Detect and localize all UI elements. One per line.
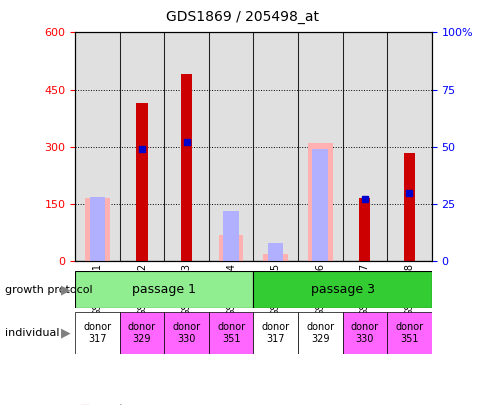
Bar <box>181 75 192 261</box>
Text: donor
317: donor 317 <box>83 322 111 344</box>
Text: donor
330: donor 330 <box>172 322 200 344</box>
Bar <box>209 32 253 261</box>
FancyBboxPatch shape <box>297 312 342 354</box>
Bar <box>75 32 120 261</box>
FancyBboxPatch shape <box>342 312 386 354</box>
Bar <box>342 32 386 261</box>
Bar <box>136 103 147 261</box>
Text: ▶: ▶ <box>60 326 70 340</box>
Text: ■: ■ <box>79 404 90 405</box>
FancyBboxPatch shape <box>209 312 253 354</box>
Text: passage 3: passage 3 <box>310 283 374 296</box>
Text: count: count <box>94 404 124 405</box>
Bar <box>307 143 332 261</box>
Bar <box>297 32 342 261</box>
Text: donor
330: donor 330 <box>350 322 378 344</box>
Bar <box>218 234 243 261</box>
FancyBboxPatch shape <box>253 271 431 308</box>
Bar <box>403 153 414 261</box>
FancyBboxPatch shape <box>164 312 209 354</box>
Bar <box>223 211 239 261</box>
Bar <box>90 197 105 261</box>
Text: donor
351: donor 351 <box>394 322 423 344</box>
Bar <box>120 32 164 261</box>
Text: donor
351: donor 351 <box>217 322 245 344</box>
FancyBboxPatch shape <box>75 312 120 354</box>
Text: donor
329: donor 329 <box>128 322 156 344</box>
FancyBboxPatch shape <box>386 312 431 354</box>
Bar <box>359 198 370 261</box>
Text: donor
329: donor 329 <box>305 322 333 344</box>
Bar <box>253 32 297 261</box>
Bar <box>164 32 209 261</box>
Bar <box>85 198 109 261</box>
Bar <box>312 149 327 261</box>
FancyBboxPatch shape <box>75 271 253 308</box>
FancyBboxPatch shape <box>120 312 164 354</box>
Text: ▶: ▶ <box>60 283 70 296</box>
Text: GDS1869 / 205498_at: GDS1869 / 205498_at <box>166 10 318 24</box>
Text: donor
317: donor 317 <box>261 322 289 344</box>
Bar <box>386 32 431 261</box>
Bar <box>267 243 283 261</box>
Bar <box>263 254 287 261</box>
Text: growth protocol: growth protocol <box>5 285 92 294</box>
Text: individual: individual <box>5 328 59 338</box>
Text: passage 1: passage 1 <box>132 283 196 296</box>
FancyBboxPatch shape <box>253 312 297 354</box>
